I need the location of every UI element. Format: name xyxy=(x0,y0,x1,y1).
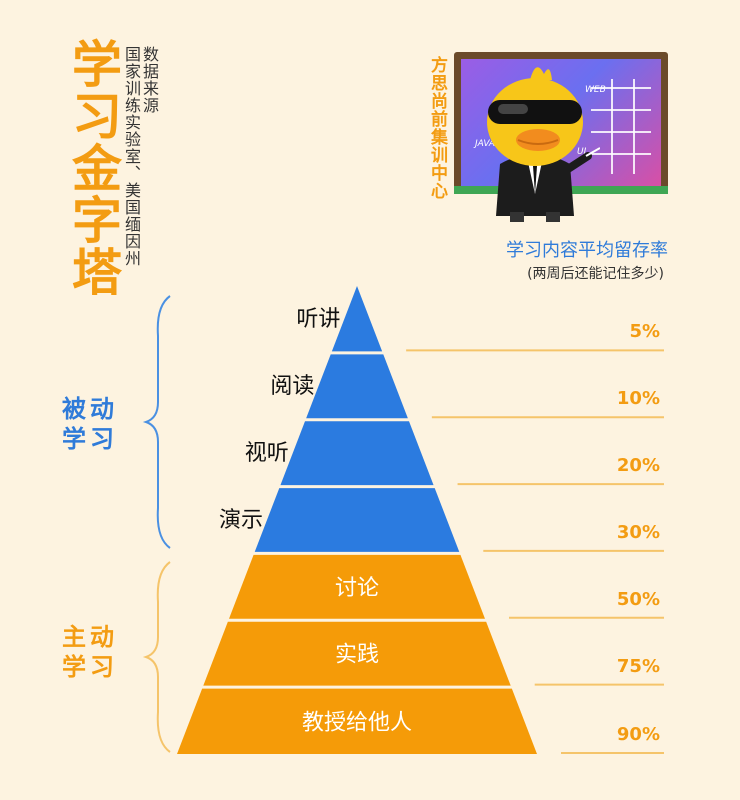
level-label: 讨论 xyxy=(335,576,379,601)
retention-percent: 20% xyxy=(616,455,660,477)
level-label: 听讲 xyxy=(296,306,341,332)
retention-percent: 75% xyxy=(616,655,660,677)
retention-percent: 5% xyxy=(629,321,660,343)
retention-percent: 10% xyxy=(616,388,660,410)
retention-title: 学习内容平均留存率 xyxy=(506,240,668,261)
pyramid-level-7 xyxy=(177,688,537,754)
retention-percent: 90% xyxy=(616,724,660,745)
board-text-web: WEB xyxy=(585,85,606,95)
level-label: 实践 xyxy=(335,643,379,668)
active-brace-icon xyxy=(142,561,171,753)
pyramid-level-5 xyxy=(229,554,485,619)
active-learning-label: 主动学习 xyxy=(62,623,118,681)
board-text-java: JAVA xyxy=(475,139,496,149)
level-label: 演示 xyxy=(218,508,263,533)
pyramid-level-3 xyxy=(280,421,434,486)
retention-percent: 50% xyxy=(616,588,660,610)
source-text: 国家训练实验室、美国缅因州 xyxy=(122,46,141,267)
pyramid-level-4 xyxy=(254,488,460,552)
retention-percent: 30% xyxy=(616,521,660,543)
level-label: 教授给他人 xyxy=(302,710,412,735)
duck-mascot-icon xyxy=(487,67,600,222)
pyramid-level-2 xyxy=(306,354,408,419)
pyramid-level-6 xyxy=(203,621,511,686)
source-label: 数据来源 xyxy=(140,46,159,114)
brand-name: 方思尚前集训中心 xyxy=(427,56,447,200)
board-text-ui: UI xyxy=(577,147,587,157)
level-label: 视听 xyxy=(244,441,289,467)
pyramid-level-1 xyxy=(331,286,383,352)
passive-learning-label: 被动学习 xyxy=(62,395,118,453)
level-label: 阅读 xyxy=(270,374,315,400)
page-title: 学习金字塔 xyxy=(64,38,122,298)
passive-brace-icon xyxy=(142,295,171,549)
retention-subtitle: (两周后还能记住多少) xyxy=(527,266,664,282)
